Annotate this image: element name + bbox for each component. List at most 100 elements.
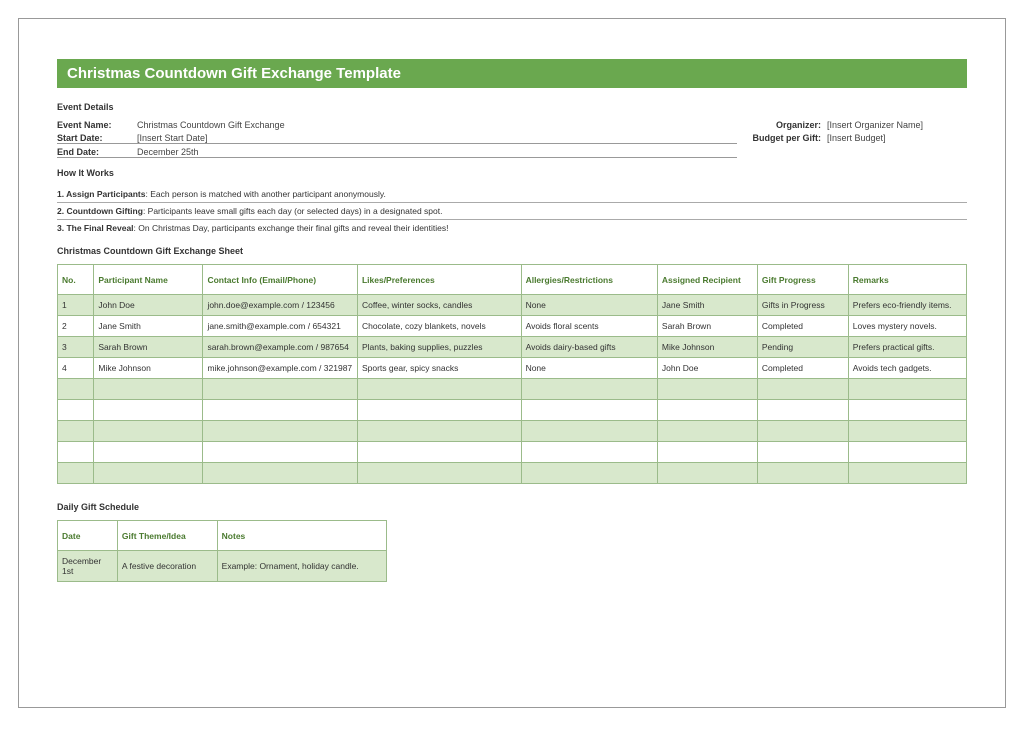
how-it-works-step: 3. The Final Reveal: On Christmas Day, p… [57,220,967,236]
table-cell: 1 [58,295,94,316]
table-cell-empty [94,442,203,463]
table-cell: John Doe [657,358,757,379]
participants-header: Likes/Preferences [357,265,521,295]
table-cell: None [521,295,657,316]
label-start-date: Start Date: [57,133,137,144]
how-step-text: : On Christmas Day, participants exchang… [134,223,449,233]
table-cell: 4 [58,358,94,379]
page-title-bar: Christmas Countdown Gift Exchange Templa… [57,59,967,88]
label-event-name: Event Name: [57,120,137,130]
table-cell: Avoids dairy-based gifts [521,337,657,358]
how-step-text: : Participants leave small gifts each da… [143,206,443,216]
table-cell: jane.smith@example.com / 654321 [203,316,358,337]
participants-header: Gift Progress [757,265,848,295]
table-cell: Sarah Brown [657,316,757,337]
table-row: 1John Doejohn.doe@example.com / 123456Co… [58,295,967,316]
value-end-date: December 25th [137,147,337,158]
how-it-works-step: 2. Countdown Gifting: Participants leave… [57,203,967,220]
table-cell: john.doe@example.com / 123456 [203,295,358,316]
table-row: 2Jane Smithjane.smith@example.com / 6543… [58,316,967,337]
table-cell: Mike Johnson [94,358,203,379]
table-cell-empty [521,421,657,442]
section-how-it-works: How It Works [57,168,967,178]
table-cell: sarah.brown@example.com / 987654 [203,337,358,358]
how-it-works-list: 1. Assign Participants: Each person is m… [57,186,967,236]
table-cell: 2 [58,316,94,337]
table-cell-empty [58,379,94,400]
table-row: December 1stA festive decorationExample:… [58,551,387,582]
value-start-date: [Insert Start Date] [137,133,337,144]
schedule-table: DateGift Theme/IdeaNotesDecember 1stA fe… [57,520,387,582]
table-cell: Plants, baking supplies, puzzles [357,337,521,358]
table-cell-empty [757,463,848,484]
table-cell-empty [94,379,203,400]
table-cell: Coffee, winter socks, candles [357,295,521,316]
table-cell-empty [848,379,966,400]
table-cell-empty [657,379,757,400]
table-cell-empty [521,463,657,484]
table-row: 3Sarah Brownsarah.brown@example.com / 98… [58,337,967,358]
table-cell: Avoids floral scents [521,316,657,337]
table-cell-empty [203,442,358,463]
label-budget: Budget per Gift: [737,133,827,144]
participants-header: Contact Info (Email/Phone) [203,265,358,295]
table-cell-empty [657,463,757,484]
table-cell-empty [357,463,521,484]
table-cell: Chocolate, cozy blankets, novels [357,316,521,337]
how-step-title: 1. Assign Participants [57,189,146,199]
table-cell: Prefers practical gifts. [848,337,966,358]
table-cell-empty [94,463,203,484]
table-cell-empty [757,400,848,421]
table-cell-empty [521,442,657,463]
participants-header: Allergies/Restrictions [521,265,657,295]
table-cell-empty [58,400,94,421]
table-cell-empty [657,400,757,421]
schedule-header: Notes [217,521,386,551]
table-row-empty [58,442,967,463]
table-cell-empty [58,442,94,463]
table-cell-empty [848,463,966,484]
table-cell-empty [757,421,848,442]
table-cell: Prefers eco-friendly items. [848,295,966,316]
table-cell-empty [848,421,966,442]
table-cell-empty [521,379,657,400]
table-cell-empty [203,463,358,484]
table-cell: Mike Johnson [657,337,757,358]
value-event-name: Christmas Countdown Gift Exchange [137,120,337,130]
label-organizer: Organizer: [737,120,827,130]
table-cell: Avoids tech gadgets. [848,358,966,379]
table-cell-empty [94,400,203,421]
document-page: Christmas Countdown Gift Exchange Templa… [18,18,1006,708]
table-cell-empty [357,442,521,463]
value-organizer: [Insert Organizer Name] [827,120,967,130]
participants-table: No.Participant NameContact Info (Email/P… [57,264,967,484]
table-cell-empty [357,421,521,442]
table-row-empty [58,463,967,484]
table-cell: Example: Ornament, holiday candle. [217,551,386,582]
table-cell: Completed [757,358,848,379]
table-cell: Gifts in Progress [757,295,848,316]
section-event-details: Event Details [57,102,967,112]
table-cell: 3 [58,337,94,358]
participants-header: No. [58,265,94,295]
schedule-header: Gift Theme/Idea [117,521,217,551]
table-cell-empty [521,400,657,421]
table-cell-empty [58,463,94,484]
table-row: 4Mike Johnsonmike.johnson@example.com / … [58,358,967,379]
table-cell-empty [657,442,757,463]
participants-header: Participant Name [94,265,203,295]
table-cell: Jane Smith [657,295,757,316]
table-cell-empty [203,421,358,442]
table-cell: December 1st [58,551,118,582]
how-step-text: : Each person is matched with another pa… [146,189,386,199]
table-cell-empty [357,379,521,400]
section-schedule: Daily Gift Schedule [57,502,967,512]
table-cell-empty [58,421,94,442]
section-sheet: Christmas Countdown Gift Exchange Sheet [57,246,967,256]
participants-header: Assigned Recipient [657,265,757,295]
table-cell-empty [203,400,358,421]
page-title: Christmas Countdown Gift Exchange Templa… [67,65,401,82]
table-cell: Completed [757,316,848,337]
table-cell-empty [848,442,966,463]
table-cell: John Doe [94,295,203,316]
